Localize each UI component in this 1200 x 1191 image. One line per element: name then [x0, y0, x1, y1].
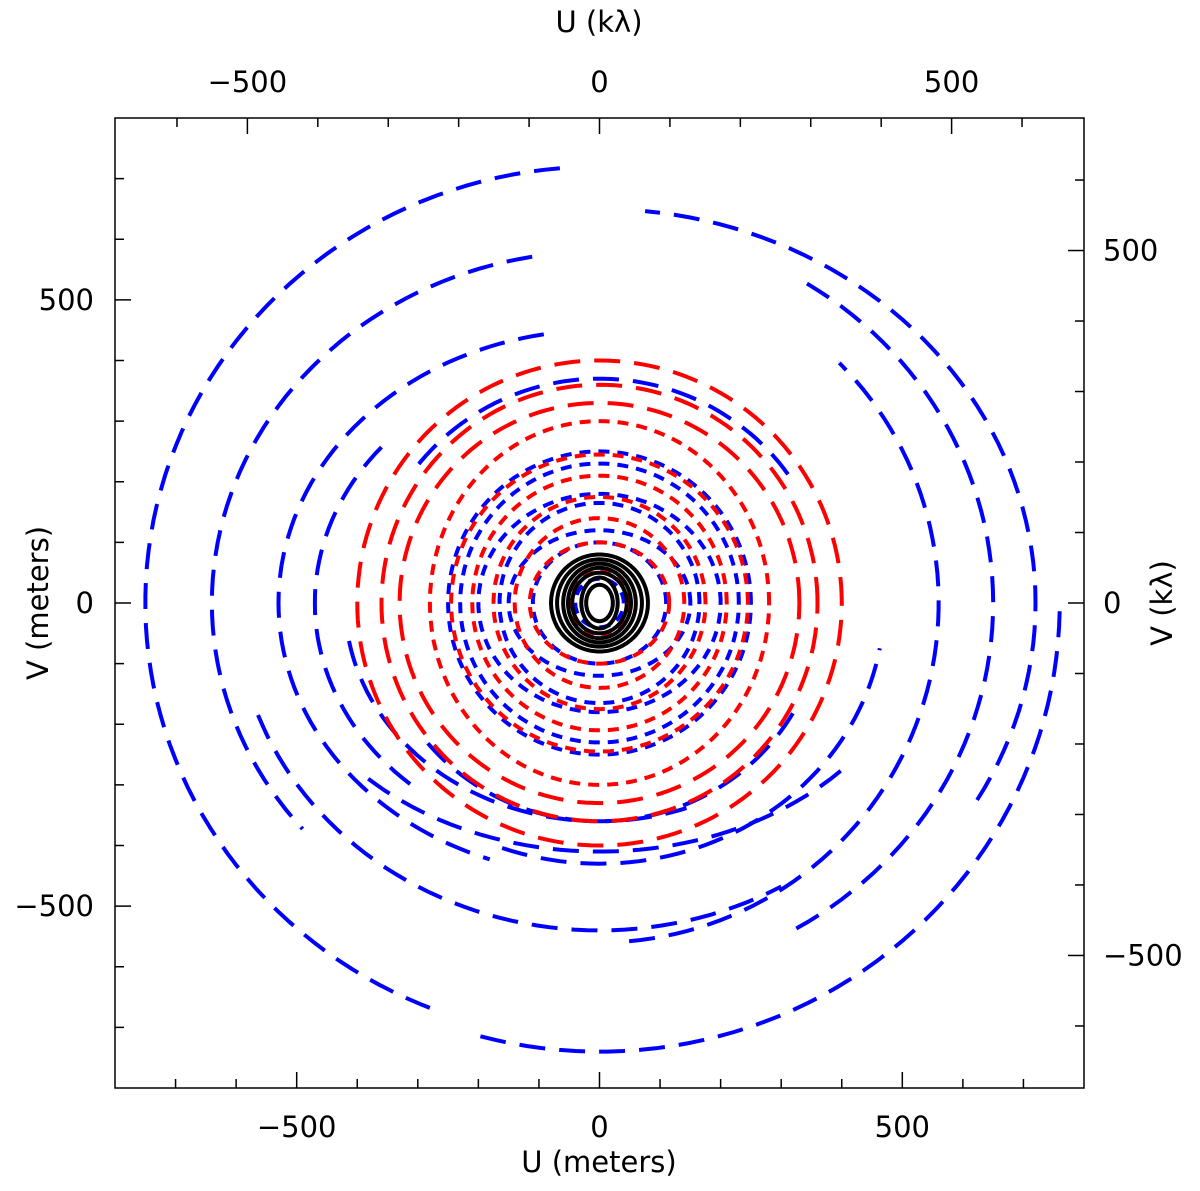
y2-tick-label: −500 — [1103, 938, 1183, 972]
series-2 — [548, 552, 650, 654]
uv-track — [566, 565, 633, 641]
uv-track — [628, 361, 941, 944]
uv-track — [409, 376, 790, 476]
uv-track — [548, 552, 650, 654]
uv-track — [256, 714, 783, 933]
uv-track — [476, 491, 723, 715]
uv-track — [355, 358, 844, 848]
axis-tick-labels: −500 0 500 −500 0 500 −500 0 500 −500 0 500 — [14, 65, 1182, 1144]
uv-track — [570, 570, 629, 636]
y2-axis-title: V (kλ) — [1145, 560, 1179, 646]
x-axis-title: U (meters) — [521, 1145, 676, 1179]
uv-track — [209, 254, 533, 831]
x2-tick-label: −500 — [208, 65, 288, 99]
uv-track — [501, 647, 882, 866]
uv-track — [497, 501, 702, 705]
x-tick-label: −500 — [257, 1110, 337, 1144]
uv-track — [479, 610, 1062, 1054]
y-axis-title: V (meters) — [21, 526, 55, 680]
uv-track — [644, 209, 1038, 802]
uv-track — [561, 561, 638, 645]
uv-track — [458, 461, 741, 745]
y2-tick-label: 500 — [1103, 234, 1158, 268]
uv-track — [312, 445, 418, 791]
series-1 — [355, 358, 844, 848]
y-tick-label: 0 — [76, 586, 94, 620]
x-tick-label: 0 — [590, 1110, 608, 1144]
y2-tick-label: 0 — [1103, 586, 1121, 620]
uv-track — [506, 528, 693, 678]
uv-track — [579, 575, 620, 631]
uv-track — [143, 166, 561, 1013]
uv-track — [512, 516, 687, 690]
y-tick-label: 500 — [39, 283, 94, 317]
uv-track — [347, 640, 688, 824]
axis-ticks — [115, 118, 1084, 1088]
uv-track — [584, 582, 615, 624]
series-0 — [143, 166, 1062, 1054]
uv-track — [795, 275, 996, 931]
uv-track — [446, 449, 753, 757]
uv-track — [276, 332, 545, 862]
uv-track — [527, 540, 672, 666]
x-tick-label: 500 — [875, 1110, 930, 1144]
uv-track — [367, 764, 848, 854]
x2-tick-label: 500 — [924, 65, 979, 99]
uv-track — [555, 557, 644, 649]
uv-track — [449, 452, 750, 754]
uv-track — [379, 382, 820, 824]
uv-track — [470, 473, 729, 733]
x2-tick-label: 0 — [590, 65, 608, 99]
y-tick-label: −500 — [14, 889, 94, 923]
x2-axis-title: U (kλ) — [555, 5, 642, 39]
plot-area — [143, 166, 1062, 1054]
uv-track — [491, 494, 708, 712]
uv-track — [427, 419, 772, 787]
uv-track — [397, 400, 802, 806]
